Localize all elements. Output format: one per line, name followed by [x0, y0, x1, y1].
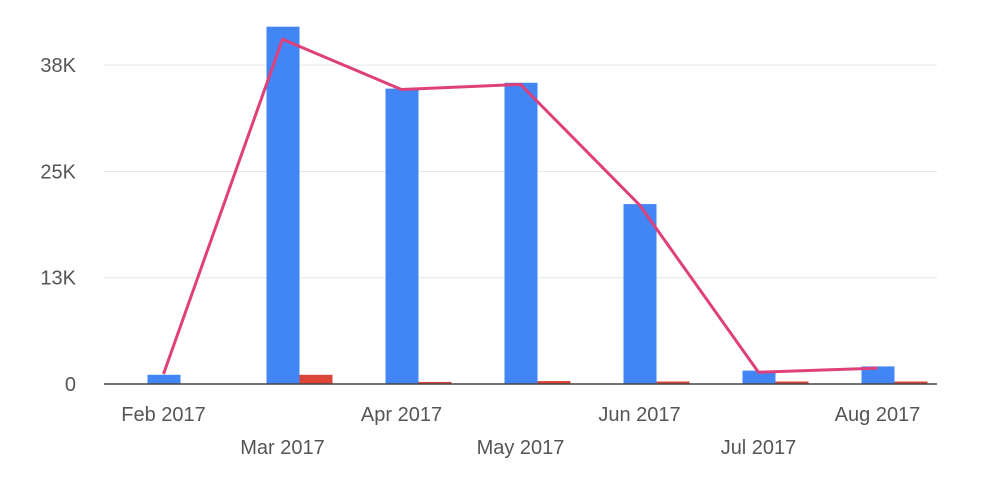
x-tick-label: Jun 2017: [598, 404, 680, 426]
bar-series-1-mar-2017: [266, 26, 300, 385]
y-tick-label: 25K: [40, 161, 76, 183]
bar-series-2-aug-2017: [894, 381, 928, 384]
bar-series-1-apr-2017: [385, 88, 419, 384]
bar-series-1-feb-2017: [147, 374, 181, 384]
bar-series-1-jun-2017: [623, 204, 657, 384]
bar-series-2-may-2017: [537, 381, 571, 384]
x-tick-label: Feb 2017: [121, 404, 206, 426]
x-tick-label: Apr 2017: [361, 404, 442, 426]
x-tick-label: May 2017: [477, 437, 565, 459]
line-series-1: [162, 37, 878, 375]
bar-series-1-jul-2017: [742, 370, 776, 384]
bar-series-2-apr-2017: [418, 381, 452, 384]
bar-series-2-jul-2017: [775, 381, 809, 384]
x-tick-label: Mar 2017: [240, 437, 325, 459]
y-tick-label: 38K: [40, 55, 76, 77]
bar-series-1-may-2017: [504, 82, 538, 385]
y-tick-label: 13K: [40, 268, 76, 290]
x-tick-label: Jul 2017: [721, 437, 797, 459]
bar-series-1-aug-2017: [861, 366, 895, 384]
x-tick-label: Aug 2017: [835, 404, 921, 426]
line-layer: [162, 37, 878, 375]
bar-layer: [147, 26, 928, 385]
y-tick-label: 0: [65, 374, 76, 396]
label-layer: 0 13K 25K 38K Feb 2017 Mar 2017 Apr 2017 May 20…: [40, 55, 920, 459]
bar-series-2-mar-2017: [299, 374, 333, 384]
bar-series-2-jun-2017: [656, 381, 690, 384]
